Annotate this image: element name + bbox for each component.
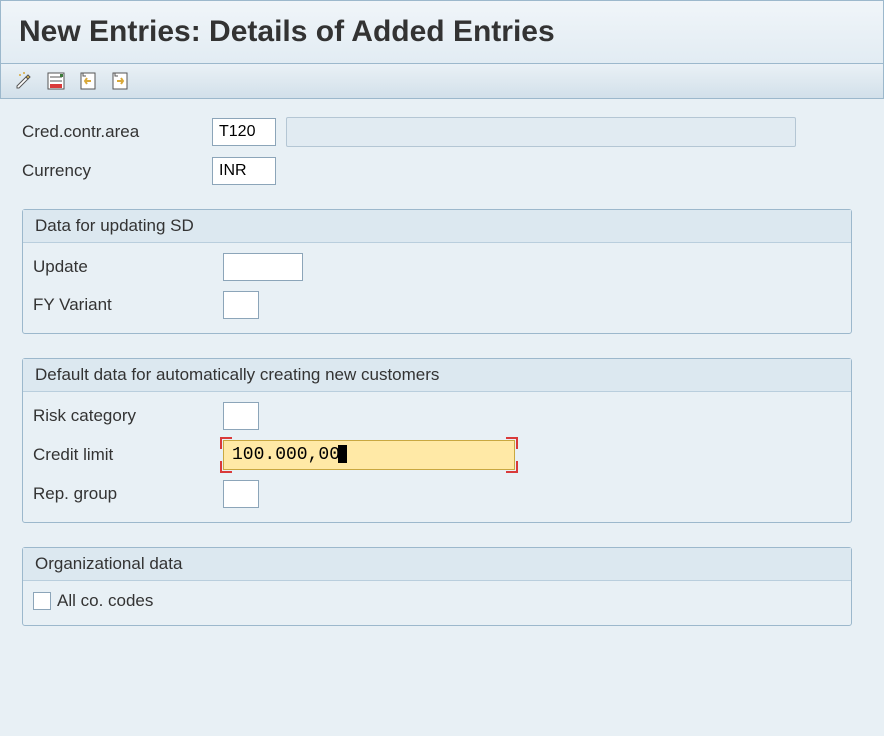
group-organizational-data: Organizational data All co. codes: [22, 547, 852, 626]
currency-label: Currency: [22, 161, 212, 181]
currency-input[interactable]: [212, 157, 276, 185]
cred-contr-area-description: [286, 117, 796, 147]
previous-entry-icon[interactable]: [77, 70, 99, 92]
page-title: New Entries: Details of Added Entries: [0, 0, 884, 64]
fy-variant-input[interactable]: [223, 291, 259, 319]
cred-contr-area-input[interactable]: [212, 118, 276, 146]
group-sd-title: Data for updating SD: [23, 210, 851, 243]
all-co-codes-checkbox[interactable]: [33, 592, 51, 610]
delete-entry-icon[interactable]: [45, 70, 67, 92]
group-org-title: Organizational data: [23, 548, 851, 581]
cred-contr-area-label: Cred.contr.area: [22, 122, 212, 142]
fy-variant-label: FY Variant: [33, 295, 223, 315]
rep-group-input[interactable]: [223, 480, 259, 508]
toolbar: [0, 64, 884, 99]
group-default-title: Default data for automatically creating …: [23, 359, 851, 392]
update-input[interactable]: [223, 253, 303, 281]
credit-limit-input[interactable]: 100.000,00: [223, 440, 515, 470]
group-updating-sd: Data for updating SD Update FY Variant: [22, 209, 852, 334]
risk-category-label: Risk category: [33, 406, 223, 426]
edit-icon[interactable]: [13, 70, 35, 92]
credit-limit-value: 100.000,00: [232, 445, 340, 465]
next-entry-icon[interactable]: [109, 70, 131, 92]
risk-category-input[interactable]: [223, 402, 259, 430]
rep-group-label: Rep. group: [33, 484, 223, 504]
update-label: Update: [33, 257, 223, 277]
text-cursor: [338, 445, 347, 463]
credit-limit-label: Credit limit: [33, 445, 223, 465]
content-area: Cred.contr.area Currency Data for updati…: [0, 99, 884, 644]
group-default-data: Default data for automatically creating …: [22, 358, 852, 523]
all-co-codes-label: All co. codes: [57, 591, 153, 611]
